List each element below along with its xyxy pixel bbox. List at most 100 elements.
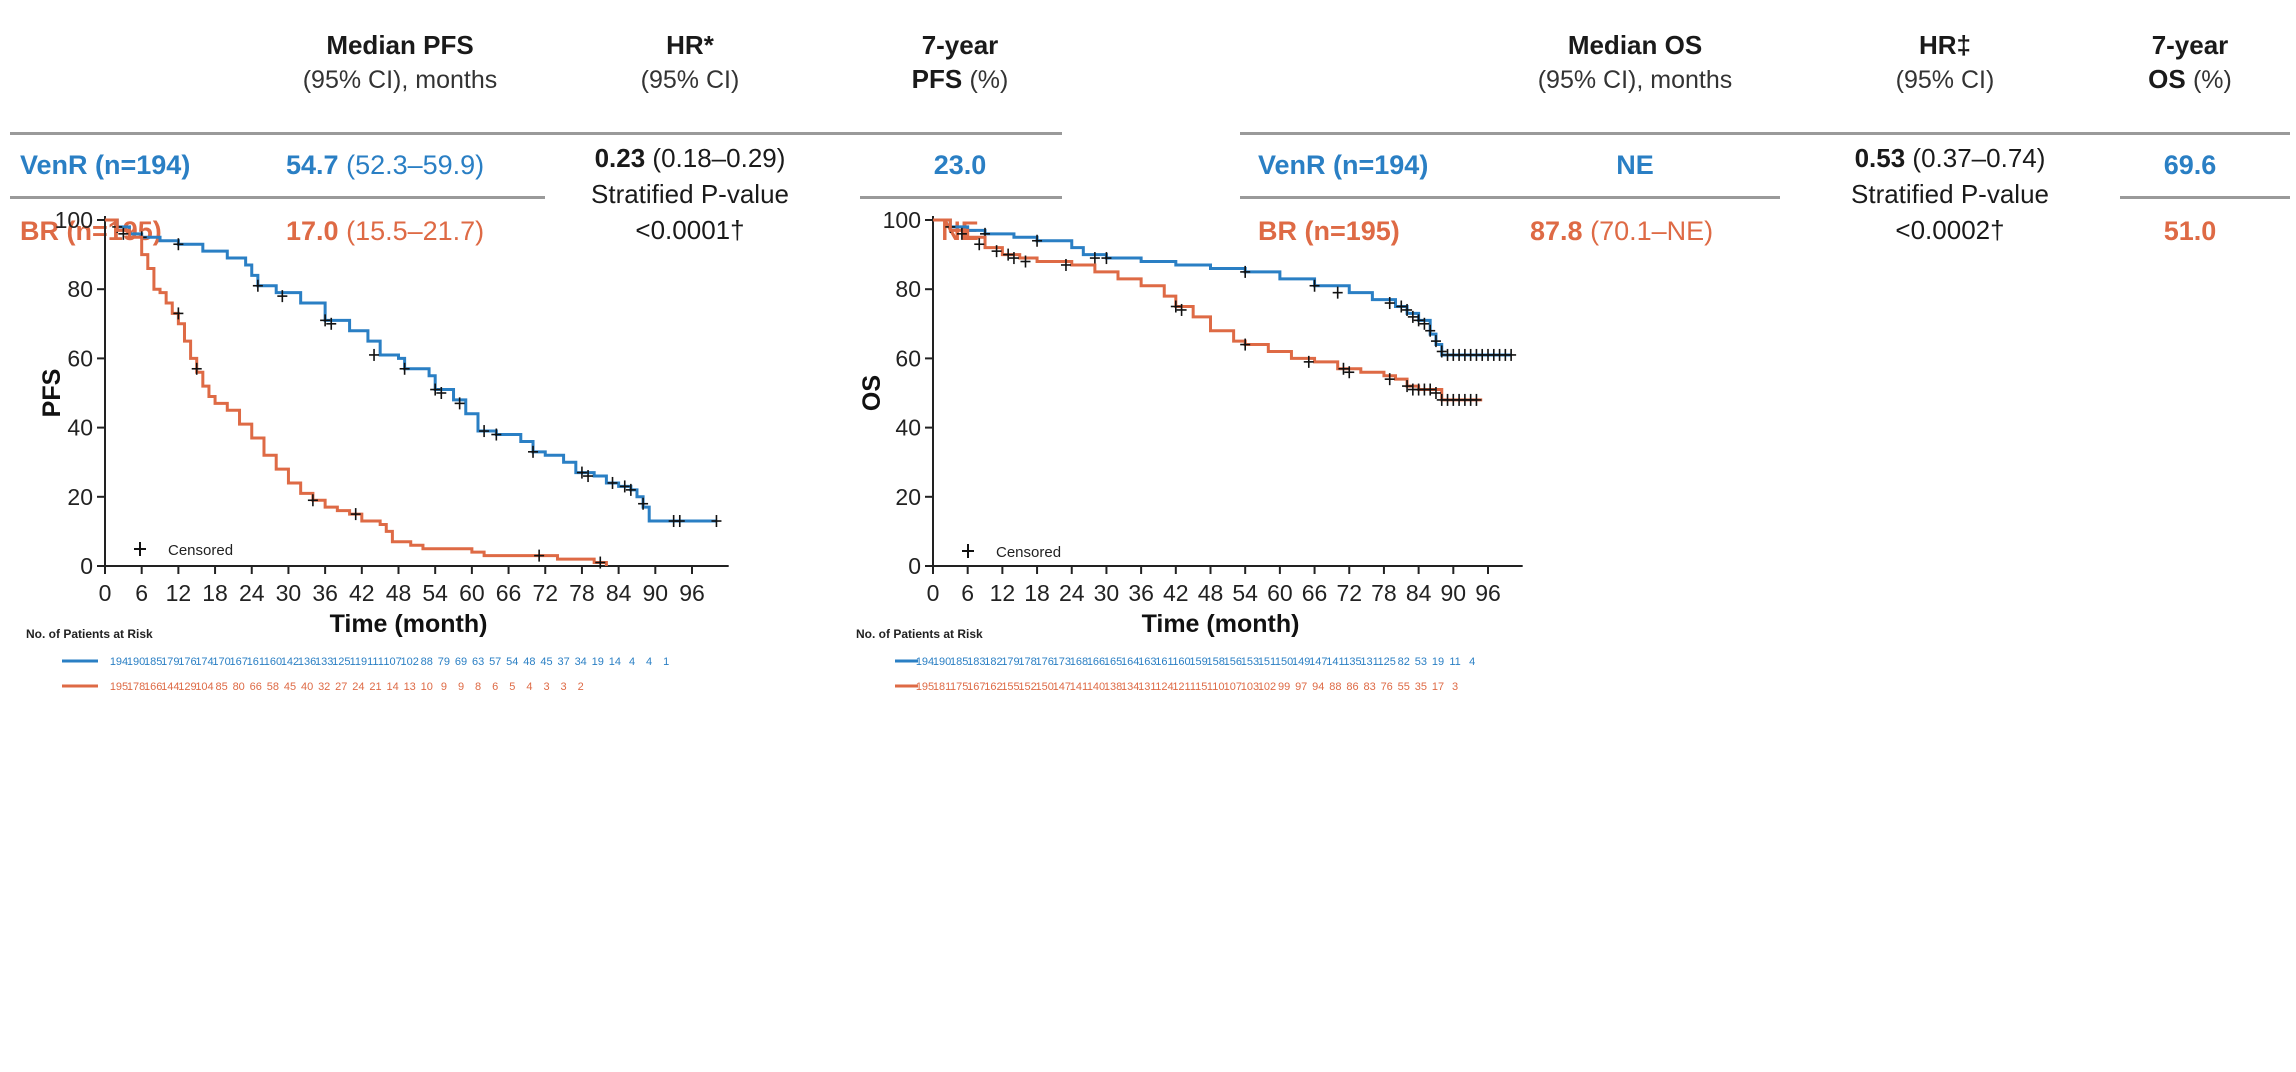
venr-risk-count: 11 — [1449, 656, 1460, 668]
venr-risk-count: 185 — [144, 656, 162, 668]
venr-risk-count: 147 — [1309, 656, 1327, 668]
br-risk-count: 10 — [421, 681, 433, 693]
br-risk-count: 138 — [1104, 681, 1122, 693]
br-risk-count: 167 — [967, 681, 985, 693]
br-risk-count: 45 — [284, 681, 296, 693]
br-risk-count: 24 — [352, 681, 364, 693]
venr-risk-count: 151 — [1258, 656, 1276, 668]
os-row-rule-left — [1240, 196, 1780, 199]
x-tick-label: 72 — [532, 580, 558, 606]
x-tick-label: 96 — [679, 580, 705, 606]
br-risk-count: 6 — [492, 681, 498, 693]
pfs-row-rule-left — [10, 196, 545, 199]
y-tick-label: 60 — [895, 345, 921, 371]
venr-risk-count: 160 — [264, 656, 282, 668]
venr-risk-count: 63 — [472, 656, 484, 668]
br-risk-count: 76 — [1381, 681, 1393, 693]
br-risk-count: 104 — [195, 681, 213, 693]
br-risk-count: 147 — [1053, 681, 1071, 693]
br-risk-count: 155 — [1001, 681, 1019, 693]
os-hr-header: HR‡ (95% CI) — [1895, 30, 1995, 94]
x-tick-label: 30 — [1094, 580, 1120, 606]
venr-risk-count: 4 — [629, 656, 635, 668]
venr-survival-curve — [105, 218, 717, 523]
venr-risk-count: 19 — [592, 656, 604, 668]
x-tick-label: 66 — [496, 580, 522, 606]
br-risk-count: 88 — [1329, 681, 1341, 693]
y-tick-label: 60 — [67, 345, 93, 371]
venr-risk-count: 164 — [1121, 656, 1139, 668]
venr-risk-count: 37 — [557, 656, 569, 668]
venr-risk-count: 135 — [1343, 656, 1361, 668]
br-risk-count: 32 — [318, 681, 330, 693]
venr-risk-count: 14 — [609, 656, 621, 668]
venr-risk-count: 158 — [1207, 656, 1225, 668]
os-venr-label: VenR (n=194) — [1258, 150, 1429, 180]
venr-risk-count: 53 — [1415, 656, 1427, 668]
venr-risk-count: 125 — [332, 656, 350, 668]
venr-risk-count: 142 — [281, 656, 299, 668]
os-hr-result: 0.53 (0.37–0.74) Stratified P-value <0.0… — [1851, 143, 2049, 245]
venr-risk-count: 166 — [1087, 656, 1105, 668]
x-tick-label: 0 — [99, 580, 112, 606]
br-risk-count: 131 — [1138, 681, 1156, 693]
br-risk-count: 9 — [441, 681, 447, 693]
br-risk-count: 17 — [1432, 681, 1444, 693]
y-tick-label: 0 — [80, 553, 93, 579]
x-tick-label: 42 — [349, 580, 375, 606]
os-br-rate: 51.0 — [2163, 216, 2217, 246]
venr-risk-count: 160 — [1172, 656, 1190, 668]
os-rate-header: 7-year OS (%) — [2148, 30, 2232, 94]
venr-risk-count: 4 — [646, 656, 652, 668]
br-risk-count: 40 — [301, 681, 313, 693]
pfs-venr-median: 54.7 (52.3–59.9) — [286, 150, 485, 180]
br-survival-curve — [105, 218, 608, 566]
br-risk-count: 35 — [1415, 681, 1427, 693]
br-risk-count: 144 — [161, 681, 179, 693]
x-tick-label: 90 — [643, 580, 669, 606]
venr-risk-count: 79 — [438, 656, 450, 668]
venr-risk-count: 88 — [421, 656, 433, 668]
br-risk-count: 3 — [543, 681, 549, 693]
os-row-rule-right — [2120, 196, 2290, 199]
venr-risk-count: 165 — [1104, 656, 1122, 668]
venr-survival-curve — [933, 218, 1512, 357]
x-tick-label: 18 — [1024, 580, 1050, 606]
venr-risk-count: 178 — [1018, 656, 1036, 668]
os-venr-median: NE — [1616, 150, 1654, 180]
venr-risk-count: 69 — [455, 656, 467, 668]
br-risk-count: 94 — [1312, 681, 1324, 693]
venr-risk-count: 125 — [1378, 656, 1396, 668]
venr-risk-count: 119 — [350, 656, 368, 668]
venr-risk-count: 153 — [1241, 656, 1259, 668]
br-risk-count: 83 — [1363, 681, 1375, 693]
pfs-hr-header: HR* (95% CI) — [640, 30, 740, 94]
venr-risk-count: 194 — [916, 656, 934, 668]
pfs-br-median: 17.0 (15.5–21.7) — [286, 216, 485, 246]
br-risk-count: 85 — [215, 681, 227, 693]
br-risk-count: 152 — [1018, 681, 1036, 693]
br-risk-count: 124 — [1155, 681, 1173, 693]
venr-risk-count: 48 — [523, 656, 535, 668]
br-risk-count: 103 — [1241, 681, 1259, 693]
x-tick-label: 24 — [239, 580, 265, 606]
x-tick-label: 30 — [276, 580, 302, 606]
x-tick-label: 84 — [606, 580, 632, 606]
br-risk-count: 3 — [1452, 681, 1458, 693]
venr-risk-count: 150 — [1275, 656, 1293, 668]
x-tick-label: 48 — [386, 580, 412, 606]
x-tick-label: 78 — [1371, 580, 1397, 606]
venr-risk-count: 141 — [1326, 656, 1344, 668]
br-risk-count: 13 — [404, 681, 416, 693]
venr-risk-count: 82 — [1398, 656, 1410, 668]
x-tick-label: 6 — [961, 580, 974, 606]
y-tick-label: 100 — [883, 207, 921, 233]
x-tick-label: 36 — [312, 580, 338, 606]
y-axis-label: PFS — [38, 369, 66, 418]
x-tick-label: 24 — [1059, 580, 1085, 606]
br-risk-count: 107 — [1224, 681, 1242, 693]
x-tick-label: 54 — [1232, 580, 1258, 606]
x-tick-label: 36 — [1128, 580, 1154, 606]
